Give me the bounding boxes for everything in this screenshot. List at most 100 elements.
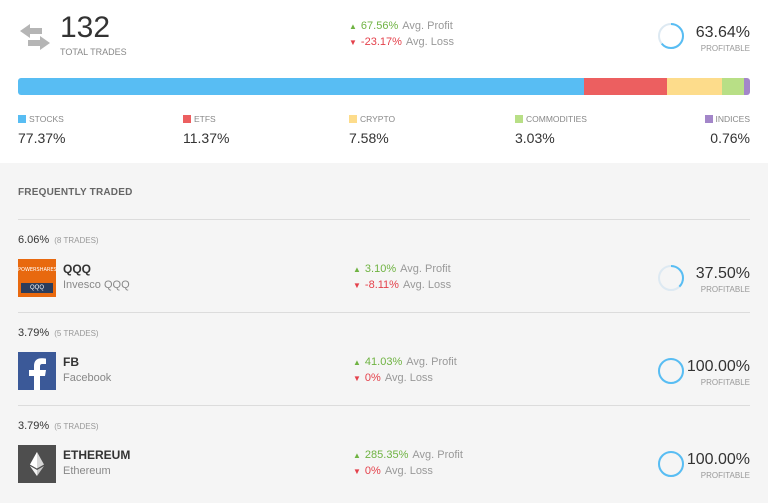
avg-profit-value: 3.10% [364, 263, 397, 275]
legend-percent: 7.58% [349, 130, 389, 146]
profitable-label: PROFITABLE [700, 285, 750, 294]
legend-percent: 3.03% [515, 130, 555, 146]
profitable-label: PROFITABLE [700, 378, 750, 387]
legend-name: INDICES [715, 113, 750, 124]
profitable-percent: 100.00% [686, 358, 750, 375]
avg-loss-label: Avg. Loss [384, 465, 433, 477]
ticker-symbol[interactable]: ETHEREUM [63, 448, 131, 462]
arrow-up-icon: ▲ [349, 22, 357, 31]
avg-profit-label: Avg. Profit [402, 20, 453, 32]
profitable-label: PROFITABLE [700, 44, 750, 53]
avg-loss-label: Avg. Loss [405, 36, 455, 48]
legend-commodities: COMMODITIES 3.03% [515, 110, 587, 146]
traded-item-ethereum[interactable]: 3.79% (5 TRADES) ETHEREUM Ethereum ▲ 285.… [0, 420, 768, 503]
allocation-segment-stocks [18, 78, 584, 95]
avg-loss-line: ▼ 0% Avg. Loss [353, 464, 433, 479]
instrument-name: Facebook [63, 372, 112, 384]
avg-loss-value: 0% [364, 372, 381, 384]
divider [18, 219, 750, 220]
avg-loss-value: 0% [364, 465, 381, 477]
facebook-logo[interactable] [18, 352, 56, 390]
avg-profit-line: ▲ 285.35% Avg. Profit [353, 448, 463, 463]
legend-swatch [704, 114, 713, 123]
avg-profit-line: ▲ 41.03% Avg. Profit [353, 355, 457, 370]
stats-summary-panel: 132 TOTAL TRADES ▲ 67.56% Avg. Profit ▼ -23… [0, 0, 768, 163]
allocation-segment-etfs [583, 78, 667, 95]
trade-share-percent: 6.06% [18, 234, 50, 246]
legend-swatch [18, 114, 26, 123]
ethereum-diamond-icon [30, 452, 44, 476]
trade-share: 3.79% (5 TRADES) [18, 327, 99, 339]
allocation-segment-indices [744, 78, 750, 95]
arrow-down-icon: ▼ [349, 38, 357, 47]
legend-swatch [183, 114, 191, 123]
invesco-qqq-logo[interactable]: POWERSHARES QQQ [18, 259, 56, 297]
avg-loss-value: -8.11% [364, 279, 399, 291]
arrow-down-icon: ▼ [353, 467, 361, 476]
logo-text-top: POWERSHARES [18, 267, 56, 273]
arrow-down-icon: ▼ [353, 281, 361, 290]
ethereum-logo[interactable] [18, 445, 56, 483]
profitable-ring [658, 265, 684, 291]
legend-name: CRYPTO [360, 113, 396, 124]
avg-profit-line: ▲ 67.56% Avg. Profit [349, 19, 453, 34]
profitable-ring [658, 23, 684, 49]
allocation-bar [18, 78, 750, 95]
legend-swatch [349, 114, 357, 123]
legend-indices: INDICES 0.76% [704, 110, 750, 146]
avg-profit-value: 285.35% [364, 449, 409, 461]
ticker-symbol[interactable]: QQQ [63, 262, 92, 276]
arrow-up-icon: ▲ [353, 451, 361, 460]
traded-item-fb[interactable]: 3.79% (5 TRADES) FB Facebook ▲ 41.03% Avg.… [0, 327, 768, 421]
avg-loss-label: Avg. Loss [384, 372, 433, 384]
profitable-label: PROFITABLE [700, 471, 750, 480]
legend-name: COMMODITIES [526, 113, 587, 124]
avg-loss-line: ▼ 0% Avg. Loss [353, 371, 433, 386]
trade-count: (5 TRADES) [54, 422, 99, 431]
total-trades-count: 132 [60, 11, 111, 44]
avg-profit-value: 67.56% [360, 20, 399, 32]
legend-crypto: CRYPTO 7.58% [349, 110, 395, 146]
facebook-f-icon [29, 358, 46, 390]
avg-loss-value: -23.17% [360, 36, 402, 48]
ticker-symbol[interactable]: FB [63, 355, 79, 369]
trade-share-percent: 3.79% [18, 420, 50, 432]
allocation-segment-crypto [666, 78, 723, 95]
frequently-traded-title: FREQUENTLY TRADED [18, 187, 133, 198]
avg-loss-label: Avg. Loss [402, 279, 452, 291]
legend-stocks: STOCKS 77.37% [18, 110, 65, 146]
profitable-percent: 63.64% [695, 24, 750, 41]
divider [18, 405, 750, 406]
legend-name: ETFS [194, 113, 216, 124]
profitable-percent: 37.50% [695, 265, 750, 282]
profitable-ring [658, 358, 684, 384]
arrow-up-icon: ▲ [353, 358, 361, 367]
trade-share-percent: 3.79% [18, 327, 50, 339]
trade-share: 6.06% (8 TRADES) [18, 234, 99, 246]
avg-profit-label: Avg. Profit [406, 356, 457, 368]
legend-name: STOCKS [29, 113, 64, 124]
trade-share: 3.79% (5 TRADES) [18, 420, 99, 432]
avg-profit-value: 41.03% [364, 356, 403, 368]
avg-profit-line: ▲ 3.10% Avg. Profit [353, 262, 451, 277]
avg-profit-label: Avg. Profit [412, 449, 463, 461]
logo-text-bottom: QQQ [21, 283, 53, 293]
instrument-name: Ethereum [63, 465, 111, 477]
avg-profit-label: Avg. Profit [400, 263, 451, 275]
arrow-up-icon: ▲ [353, 265, 361, 274]
total-trades-label: TOTAL TRADES [60, 47, 127, 57]
profitable-percent: 100.00% [686, 451, 750, 468]
trade-count: (5 TRADES) [54, 329, 99, 338]
profitable-ring [658, 451, 684, 477]
legend-percent: 77.37% [18, 130, 66, 146]
traded-item-qqq[interactable]: 6.06% (8 TRADES) POWERSHARES QQQ QQQ Inv… [0, 234, 768, 328]
divider [18, 312, 750, 313]
legend-percent: 0.76% [710, 130, 750, 146]
trade-count: (8 TRADES) [54, 236, 99, 245]
avg-loss-line: ▼ -23.17% Avg. Loss [349, 35, 454, 50]
swap-arrows-icon [20, 24, 50, 50]
arrow-down-icon: ▼ [353, 374, 361, 383]
legend-percent: 11.37% [183, 130, 230, 146]
allocation-segment-commodities [722, 78, 745, 95]
avg-loss-line: ▼ -8.11% Avg. Loss [353, 278, 451, 293]
